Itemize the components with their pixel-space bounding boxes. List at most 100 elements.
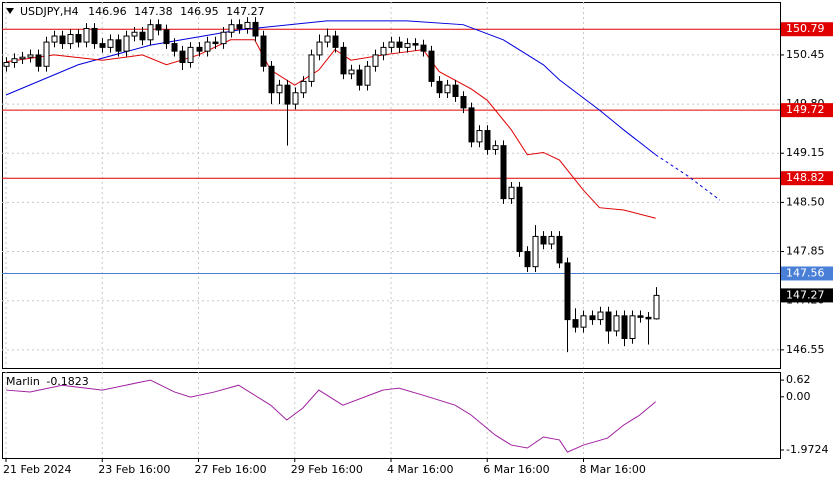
candle-body: [131, 31, 138, 37]
y-tick-label: -1.9724: [786, 443, 828, 456]
candle-body: [524, 251, 531, 268]
candle-body: [412, 43, 419, 46]
candle-body: [548, 235, 555, 245]
candle-body: [260, 35, 267, 67]
candle-body: [284, 84, 291, 105]
y-tick-label: 146.55: [786, 343, 825, 356]
candle-body: [27, 54, 34, 58]
oscillator-line: [5, 379, 657, 453]
candle-body: [428, 50, 435, 82]
level-label-box: [781, 266, 833, 281]
candle-body: [91, 27, 98, 45]
candle-body: [508, 186, 515, 200]
candle-body: [107, 39, 114, 48]
candle-body: [476, 130, 483, 143]
candle-body: [276, 84, 283, 94]
header: USDJPY,H4 146.96 147.38 146.95 147.27: [20, 5, 265, 18]
candle-body: [645, 316, 652, 320]
candle-body: [75, 34, 82, 43]
candle-body: [171, 43, 178, 52]
open-value: 146.96: [88, 5, 127, 18]
candle-body: [364, 65, 371, 86]
candle-body: [155, 24, 162, 31]
candle-body: [59, 35, 66, 45]
low-value: 146.95: [180, 5, 219, 18]
candle-body: [388, 41, 395, 48]
candle-body: [35, 54, 42, 67]
candle-body: [380, 46, 387, 56]
price-label-box: [781, 288, 833, 303]
candle-body: [300, 80, 307, 94]
candle-body: [123, 35, 130, 52]
high-value: 147.38: [134, 5, 173, 18]
candle-body: [492, 145, 499, 150]
y-tick-label: 150.45: [786, 48, 825, 61]
level-label: 148.82: [786, 171, 825, 184]
candle-body: [621, 315, 628, 340]
candle-body: [468, 107, 475, 143]
candle-body: [540, 235, 547, 245]
candle-body: [436, 80, 443, 94]
candle-body: [500, 145, 507, 200]
y-tick-label: 148.50: [786, 195, 825, 208]
candle-body: [196, 46, 203, 52]
moving-average: [5, 20, 656, 156]
candle-body: [308, 54, 315, 82]
y-tick-label: 0.00: [786, 390, 811, 403]
candle-body: [316, 41, 323, 56]
candle-body: [396, 41, 403, 48]
candle-body: [613, 315, 620, 332]
candle-body: [420, 44, 427, 52]
candle-body: [516, 186, 523, 253]
x-tick-label: 6 Mar 16:00: [483, 463, 549, 476]
candle-body: [212, 41, 219, 45]
candle-body: [348, 69, 355, 75]
candle-body: [51, 35, 58, 43]
y-tick-label: 147.85: [786, 245, 825, 258]
candle-body: [356, 69, 363, 86]
candle-body: [332, 35, 339, 48]
candle-body: [3, 61, 10, 67]
indicator-value: -0.1823: [46, 375, 88, 388]
candle-body: [252, 21, 259, 37]
y-tick-label: 0.62: [786, 373, 811, 386]
candle-body: [460, 96, 467, 109]
x-tick-label: 4 Mar 16:00: [387, 463, 453, 476]
candle-body: [99, 43, 106, 48]
y-tick-label: 149.15: [786, 146, 825, 159]
level-label: 147.56: [786, 266, 825, 279]
price-label: 147.27: [786, 288, 825, 301]
candle-body: [292, 92, 299, 105]
candle-body: [597, 311, 604, 321]
candle-body: [605, 311, 612, 332]
candle-body: [653, 294, 660, 320]
candle-body: [244, 21, 251, 29]
candle-body: [67, 34, 74, 45]
x-tick-label: 23 Feb 16:00: [98, 463, 170, 476]
candle-body: [43, 41, 50, 67]
candle-body: [115, 39, 122, 52]
menu-arrow: [6, 8, 14, 14]
candle-body: [340, 46, 347, 75]
candle-body: [228, 24, 235, 33]
candle-body: [580, 315, 587, 328]
candle-body: [589, 315, 596, 321]
candle-body: [83, 27, 90, 43]
candle-body: [484, 130, 491, 150]
candle-body: [139, 31, 146, 41]
candle-body: [11, 58, 18, 63]
candle-body: [372, 54, 379, 67]
level-label-box: [781, 103, 833, 118]
candle-body: [19, 56, 26, 60]
indicator-name: Marlin: [6, 375, 40, 388]
candle-body: [179, 50, 186, 63]
level-label-box: [781, 22, 833, 37]
candle-body: [147, 24, 154, 41]
candle-body: [556, 235, 563, 264]
candle-body: [564, 262, 571, 321]
moving-average: [5, 39, 656, 219]
candle-body: [629, 315, 636, 340]
candle-body: [404, 43, 411, 48]
